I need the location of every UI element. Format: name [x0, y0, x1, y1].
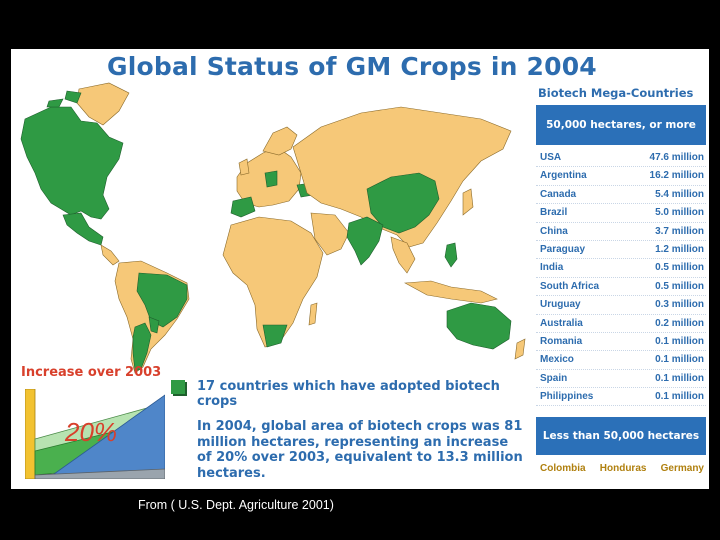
- country-hectares: 0.1 million: [655, 391, 704, 403]
- map-japan: [462, 188, 474, 216]
- map-paraguay-uruguay: [148, 316, 160, 334]
- small-country-list: Colombia Honduras Germany: [536, 463, 706, 474]
- country-hectares: 16.2 million: [649, 170, 704, 182]
- country-name: Brazil: [540, 207, 568, 219]
- country-name: Mexico: [540, 354, 574, 366]
- map-central-america: [100, 244, 120, 266]
- less-threshold-box: Less than 50,000 hectares: [536, 417, 706, 455]
- country-name: Philippines: [540, 391, 594, 403]
- increase-percent: 20%: [64, 417, 117, 447]
- country-name: Spain: [540, 372, 568, 384]
- list-item: Spain 0.1 million: [536, 370, 706, 389]
- map-germany: [264, 170, 278, 188]
- map-philippines: [444, 242, 458, 268]
- world-map: [20, 82, 526, 374]
- map-arctic-islands: [46, 90, 82, 108]
- map-brazil: [136, 272, 188, 328]
- increase-wedge-base: [34, 468, 165, 479]
- map-africa: [222, 216, 324, 348]
- source-caption: From ( U.S. Dept. Agriculture 2001): [138, 498, 334, 512]
- list-item: Australia 0.2 million: [536, 315, 706, 333]
- list-item: Uruguay 0.3 million: [536, 296, 706, 315]
- country-name: Uruguay: [540, 299, 581, 311]
- map-southeast-asia: [390, 236, 416, 274]
- map-greenland: [76, 82, 130, 126]
- mega-threshold-box: 50,000 hectares, or more: [536, 105, 706, 145]
- country-name: Argentina: [540, 170, 587, 182]
- map-south-africa: [262, 324, 288, 348]
- country-hectares: 47.6 million: [649, 152, 704, 163]
- country-hectares: 3.7 million: [655, 225, 704, 237]
- list-item: Philippines 0.1 million: [536, 388, 706, 407]
- map-arabia: [310, 212, 350, 256]
- legend-label: 17 countries which have adopted biotech …: [197, 379, 500, 409]
- list-item: China 3.7 million: [536, 223, 706, 241]
- country-name: Canada: [540, 188, 577, 200]
- map-spain: [230, 196, 256, 218]
- country-hectares: 0.1 million: [655, 354, 704, 366]
- map-madagascar: [308, 302, 318, 326]
- country-hectares: 0.5 million: [655, 262, 704, 274]
- increase-label: Increase over 2003: [21, 365, 162, 380]
- map-scandinavia: [262, 126, 298, 156]
- mega-countries-panel: Biotech Mega-Countries 50,000 hectares, …: [536, 83, 706, 489]
- list-item: USA 47.6 million: [536, 149, 706, 168]
- increase-wedge-blue: [46, 394, 165, 479]
- country-hectares: 0.3 million: [655, 299, 704, 311]
- map-indonesia: [403, 280, 498, 304]
- slide-title: Global Status of GM Crops in 2004: [107, 52, 597, 81]
- legend-swatch-biotech: [171, 380, 185, 394]
- country-hectares: 1.2 million: [655, 243, 704, 255]
- map-india: [346, 216, 384, 266]
- country-name: Paraguay: [540, 243, 586, 255]
- list-item: Mexico 0.1 million: [536, 351, 706, 370]
- map-china: [366, 172, 440, 234]
- summary-text: In 2004, global area of biotech crops wa…: [197, 419, 523, 481]
- country-name: China: [540, 225, 568, 237]
- country-hectares: 0.1 million: [655, 372, 704, 384]
- country-hectares: 0.5 million: [655, 280, 704, 292]
- list-item: Paraguay 1.2 million: [536, 241, 706, 260]
- map-uk: [238, 158, 250, 176]
- country-list: USA 47.6 million Argentina 16.2 million Ca…: [536, 149, 706, 407]
- list-item: Romania 0.1 million: [536, 333, 706, 352]
- country-hectares: 0.2 million: [655, 317, 704, 329]
- small-country: Honduras: [599, 463, 647, 474]
- map-north-america: [20, 106, 124, 220]
- country-hectares: 5.0 million: [655, 207, 704, 219]
- country-name: USA: [540, 152, 562, 163]
- list-item: South Africa 0.5 million: [536, 278, 706, 297]
- country-name: Romania: [540, 335, 583, 347]
- map-argentina: [132, 322, 152, 372]
- country-hectares: 0.1 million: [655, 335, 704, 347]
- country-hectares: 5.4 million: [655, 188, 704, 200]
- country-name: India: [540, 262, 564, 274]
- country-name: Australia: [540, 317, 583, 329]
- list-item: Canada 5.4 million: [536, 186, 706, 205]
- map-australia: [446, 302, 512, 350]
- small-country: Germany: [660, 463, 704, 474]
- small-country: Colombia: [540, 463, 586, 474]
- increase-graphic: 20%: [25, 389, 165, 479]
- list-item: India 0.5 million: [536, 259, 706, 278]
- map-new-zealand: [514, 338, 526, 360]
- list-item: Argentina 16.2 million: [536, 167, 706, 186]
- panel-title: Biotech Mega-Countries: [538, 86, 694, 100]
- slide: Global Status of GM Crops in 2004: [11, 49, 709, 489]
- increase-wedge-yellow: [25, 389, 36, 479]
- list-item: Brazil 5.0 million: [536, 204, 706, 223]
- country-name: South Africa: [540, 280, 600, 292]
